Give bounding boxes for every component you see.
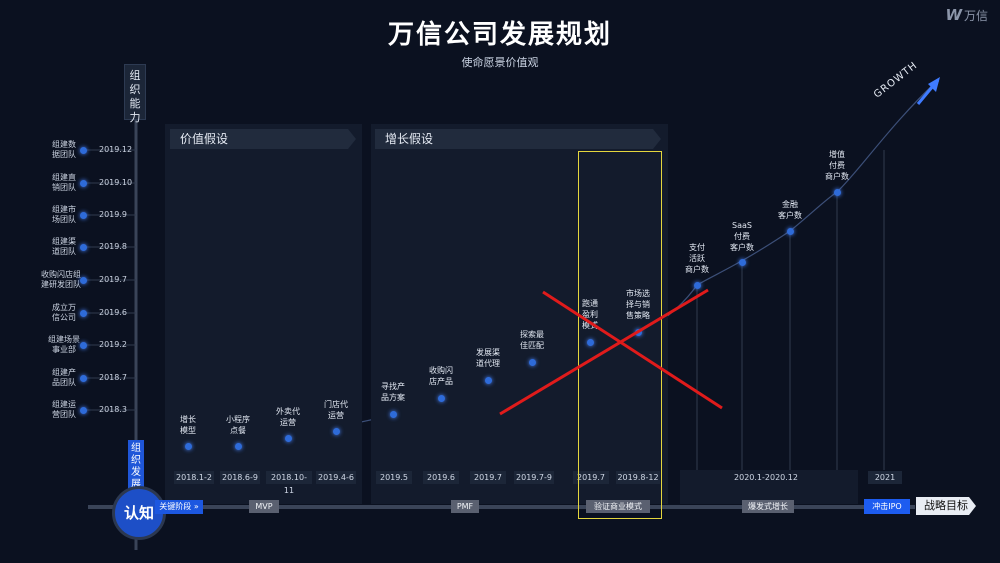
org-item-dot xyxy=(80,180,87,187)
milestone-label: 探索最 佳匹配 xyxy=(520,330,544,350)
org-item-dot xyxy=(80,342,87,349)
org-item-date: 2019.9 xyxy=(99,210,127,219)
org-item-label: 收购闪店组 建研发团队 xyxy=(41,270,81,289)
org-item-dot xyxy=(80,212,87,219)
logo-text: 万信 xyxy=(963,8,988,23)
milestone-label: 增值 付费 商户数 xyxy=(825,150,849,181)
milestone-label: 小程序 点餐 xyxy=(226,415,250,435)
milestone-dot xyxy=(485,377,492,384)
org-item-label: 组建直 销团队 xyxy=(52,173,76,192)
value-hypothesis-header: 价值假设 xyxy=(170,129,356,149)
date-box: 2021 xyxy=(868,471,902,484)
milestone-label: 外卖代 运营 xyxy=(276,407,300,427)
milestone-dot xyxy=(185,443,192,450)
org-item-dot xyxy=(80,375,87,382)
stage-mvp: MVP xyxy=(249,500,279,513)
milestone-label: 收购闪 店产品 xyxy=(429,366,453,386)
milestone-dot xyxy=(529,359,536,366)
org-item-date: 2019.6 xyxy=(99,308,127,317)
org-item-dot xyxy=(80,407,87,414)
date-box: 2019.6 xyxy=(423,471,459,484)
org-capability-char: 力 xyxy=(129,111,141,124)
org-item-dot xyxy=(80,147,87,154)
org-development-char: 展 xyxy=(131,479,141,490)
org-item-label: 组建市 场团队 xyxy=(52,205,76,224)
milestone-dot xyxy=(694,282,701,289)
date-box: 2019.7 xyxy=(573,471,609,484)
milestone-dot xyxy=(739,259,746,266)
date-box: 2018.1-2 xyxy=(174,471,214,484)
org-item-date: 2019.10 xyxy=(99,178,133,187)
org-item-label: 组建数 据团队 xyxy=(52,140,76,159)
org-items: 组建数 据团队 2019.12 组建直 销团队 2019.10 组建市 场团队 201… xyxy=(0,0,140,563)
milestone-label: 门店代 运营 xyxy=(324,400,348,420)
org-item-label: 组建运 营团队 xyxy=(52,400,76,419)
value-hypothesis-panel xyxy=(165,124,362,504)
org-development-char: 组 xyxy=(131,443,141,454)
org-item-label: 组建渠 道团队 xyxy=(52,237,76,256)
org-item-date: 2018.7 xyxy=(99,373,127,382)
milestone-dot xyxy=(587,339,594,346)
milestone-label: 增长 模型 xyxy=(180,415,196,435)
milestone-dot xyxy=(834,189,841,196)
milestone-label: 跑通 盈利 模式 xyxy=(582,299,598,330)
ipo-tag: 冲击IPO xyxy=(864,499,910,514)
key-stage-tag: 关键阶段 » xyxy=(155,500,203,514)
logo-w-icon: W xyxy=(945,6,962,24)
milestone-label: 市场选 择与销 售策略 xyxy=(626,289,650,320)
date-box: 2019.7 xyxy=(470,471,506,484)
stage-pmf: PMF xyxy=(451,500,479,513)
org-item-date: 2019.7 xyxy=(99,275,127,284)
org-development-char: 织 xyxy=(131,455,141,466)
date-box: 2019.8-12 xyxy=(616,471,660,484)
org-item-label: 组建产 品团队 xyxy=(52,368,76,387)
org-capability-char: 组 xyxy=(129,69,141,82)
stage-validate-business: 验证商业模式 xyxy=(586,500,650,513)
page-subtitle: 使命愿景价值观 xyxy=(461,56,539,69)
milestone-label: SaaS 付费 客户数 xyxy=(730,221,754,252)
org-item-label: 组建场景 事业部 xyxy=(48,335,80,354)
org-capability-char: 织 xyxy=(129,83,141,96)
date-box: 2020.1-2020.12 xyxy=(734,473,798,482)
org-item-dot xyxy=(80,277,87,284)
date-box: 2019.4-6 xyxy=(316,471,356,484)
milestone-dot xyxy=(235,443,242,450)
milestone-label: 寻找产 品方案 xyxy=(381,382,405,402)
milestone-label: 支付 活跃 商户数 xyxy=(685,243,709,274)
growth-hypothesis-panel xyxy=(371,124,668,504)
org-item-date: 2019.8 xyxy=(99,242,127,251)
org-item-date: 2018.3 xyxy=(99,405,127,414)
milestone-dot xyxy=(787,228,794,235)
org-item-dot xyxy=(80,244,87,251)
strategic-goal-tag: 战略目标 xyxy=(916,497,976,515)
stage-explosive-growth: 爆发式增长 xyxy=(742,500,794,513)
date-box: 2019.5 xyxy=(376,471,412,484)
date-box: 2018.6-9 xyxy=(220,471,260,484)
org-item-label: 成立万 信公司 xyxy=(52,303,76,322)
burst-panel xyxy=(680,470,858,504)
org-development-label: 组 织 发 展 xyxy=(128,440,144,490)
milestone-label: 发展渠 道代理 xyxy=(476,348,500,368)
org-item-dot xyxy=(80,310,87,317)
milestone-dot xyxy=(390,411,397,418)
highlight-box xyxy=(578,151,662,519)
company-logo: W 万信 xyxy=(945,6,988,24)
org-capability-char: 能 xyxy=(129,97,141,110)
org-development-char: 发 xyxy=(131,467,141,478)
page-title: 万信公司发展规划 xyxy=(387,20,612,50)
milestone-dot xyxy=(333,428,340,435)
org-item-date: 2019.12 xyxy=(99,145,133,154)
milestone-label: 金融 客户数 xyxy=(778,200,802,220)
milestone-dot xyxy=(285,435,292,442)
date-box: 2018.10-11 xyxy=(266,471,312,495)
org-item-date: 2019.2 xyxy=(99,340,127,349)
date-box: 2019.7-9 xyxy=(514,471,554,484)
org-capability-label: 组 织 能 力 xyxy=(124,64,146,124)
milestone-dot xyxy=(438,395,445,402)
growth-hypothesis-header: 增长假设 xyxy=(375,129,661,149)
